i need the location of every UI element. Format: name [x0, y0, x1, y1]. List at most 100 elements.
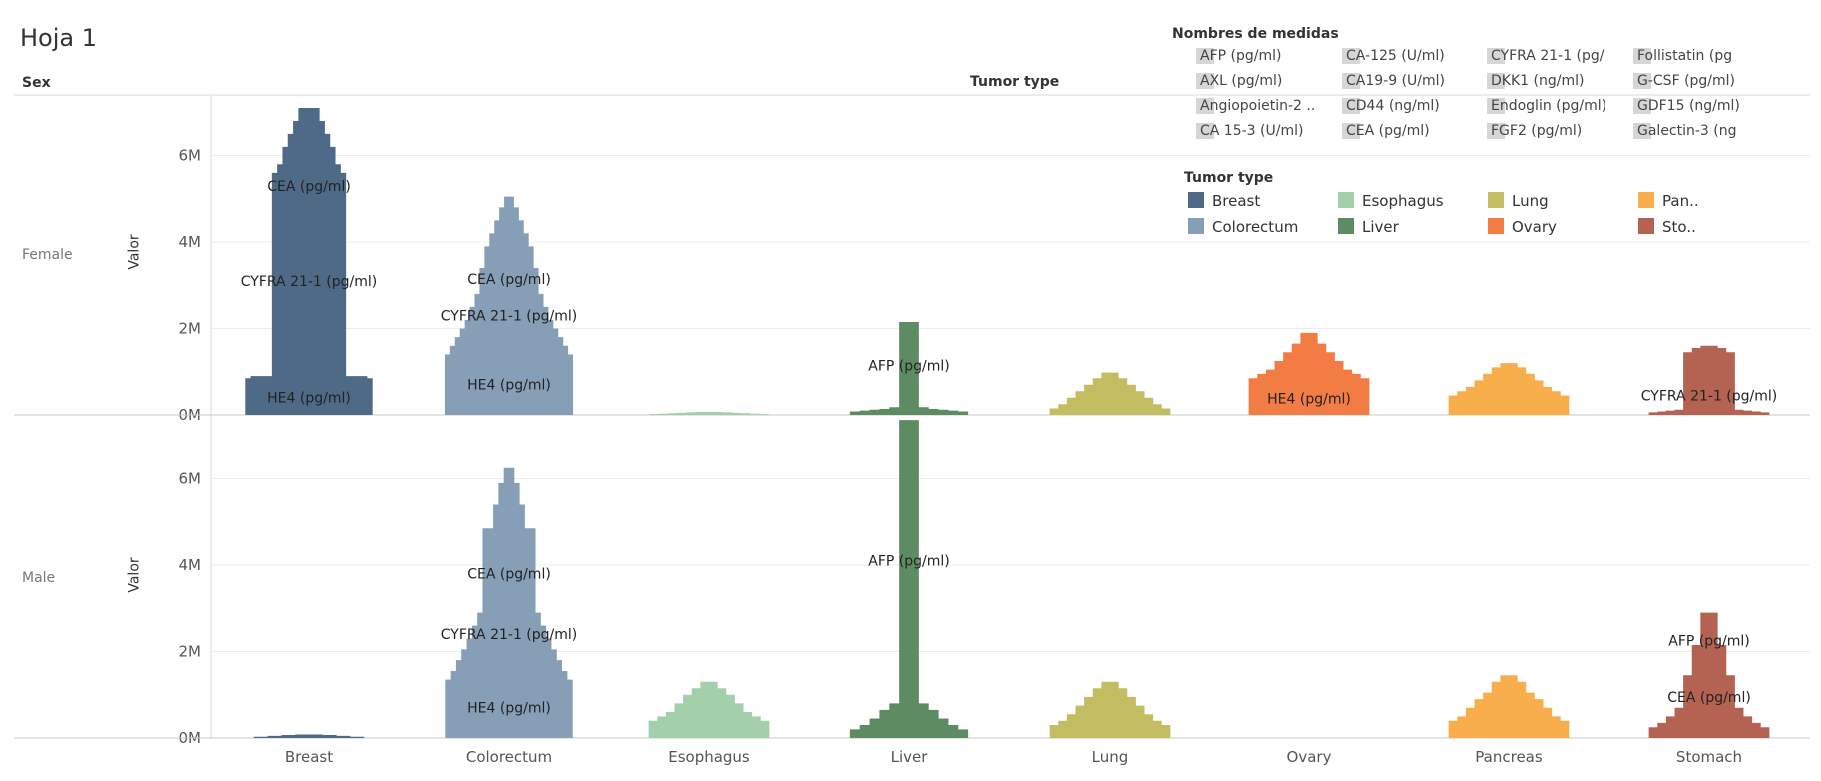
tumor-legend-label: Esophagus — [1362, 192, 1444, 210]
measure-legend-item[interactable]: DKK1 (ng/ml) — [1487, 73, 1605, 89]
measure-legend-label: DKK1 (ng/ml) — [1491, 73, 1585, 89]
measure-legend-item[interactable]: CYFRA 21-1 (pg/.. — [1487, 48, 1605, 64]
mark-label: CEA (pg/ml) — [267, 179, 351, 195]
columns-header-label: Tumor type — [970, 74, 1060, 90]
tumor-legend-item[interactable]: Colorectum — [1188, 218, 1298, 236]
measure-swatch — [1487, 73, 1505, 89]
y-tick-label: 6M — [179, 470, 202, 488]
area-lung — [1041, 681, 1179, 738]
tumor-swatch — [1338, 192, 1354, 208]
mark-label: CYFRA 21-1 (pg/ml) — [441, 627, 578, 643]
x-tick-label: Colorectum — [466, 748, 552, 766]
measure-swatch — [1196, 123, 1214, 139]
area-ovary — [1240, 332, 1378, 415]
measure-legend-item[interactable]: CA 15-3 (U/ml) — [1196, 123, 1314, 139]
measure-legend-label: G-CSF (pg/ml) — [1637, 73, 1736, 89]
tumor-legend-item[interactable]: Breast — [1188, 192, 1260, 210]
measure-legend-label: Angiopoietin-2 .. — [1200, 98, 1314, 114]
measure-legend-item[interactable]: CEA (pg/ml) — [1342, 123, 1460, 139]
area-liver — [840, 420, 978, 738]
mark-label: AFP (pg/ml) — [868, 358, 949, 374]
measure-swatch — [1487, 98, 1505, 114]
mark-label: CYFRA 21-1 (pg/ml) — [241, 274, 378, 290]
tumor-legend-label: Lung — [1512, 192, 1549, 210]
measure-legend-item[interactable]: Angiopoietin-2 .. — [1196, 98, 1314, 114]
tumor-legend-item[interactable]: Liver — [1338, 218, 1399, 236]
mark-label: CEA (pg/ml) — [467, 567, 551, 583]
row-label-male: Male — [22, 570, 56, 586]
area-liver — [840, 322, 978, 415]
tumor-legend-item[interactable]: Lung — [1488, 192, 1549, 210]
tumor-swatch — [1488, 218, 1504, 234]
measure-legend-item[interactable]: Galectin-3 (ng — [1633, 123, 1751, 139]
measure-swatch — [1633, 123, 1651, 139]
measure-legend-item[interactable]: Endoglin (pg/ml) — [1487, 98, 1605, 114]
measure-legend-item[interactable]: AFP (pg/ml) — [1196, 48, 1314, 64]
measure-names-legend-title: Nombres de medidas — [1172, 26, 1339, 42]
area-pancreas — [1440, 363, 1578, 415]
area-lung — [1041, 372, 1179, 415]
x-tick-label: Pancreas — [1475, 748, 1543, 766]
measure-legend-item[interactable]: FGF2 (pg/ml) — [1487, 123, 1605, 139]
area-esophagus — [640, 681, 778, 738]
mark-label: CYFRA 21-1 (pg/ml) — [441, 309, 578, 325]
tumor-swatch — [1488, 192, 1504, 208]
measure-legend-label: CA-125 (U/ml) — [1346, 48, 1445, 64]
tumor-type-legend-title: Tumor type — [1184, 170, 1274, 186]
tumor-swatch — [1188, 192, 1204, 208]
mark-label: CEA (pg/ml) — [467, 272, 551, 288]
x-tick-label: Esophagus — [668, 748, 750, 766]
y-tick-label: 4M — [179, 233, 202, 251]
measure-swatch — [1342, 73, 1360, 89]
tumor-legend-label: Sto.. — [1662, 218, 1696, 236]
measure-swatch — [1196, 73, 1214, 89]
tumor-legend-item[interactable]: Pan.. — [1638, 192, 1699, 210]
mark-label: CEA (pg/ml) — [1667, 690, 1751, 706]
mark-label: AFP (pg/ml) — [868, 554, 949, 570]
measure-legend-item[interactable]: CD44 (ng/ml) — [1342, 98, 1460, 114]
measure-legend-label: Galectin-3 (ng — [1637, 123, 1737, 139]
rows-header-label: Sex — [22, 75, 51, 91]
tumor-legend-item[interactable]: Sto.. — [1638, 218, 1696, 236]
tumor-legend-label: Breast — [1212, 192, 1261, 210]
tumor-legend-item[interactable]: Esophagus — [1338, 192, 1444, 210]
tumor-legend-label: Ovary — [1512, 218, 1557, 236]
measure-swatch — [1196, 48, 1214, 64]
measure-swatch — [1342, 123, 1360, 139]
measure-legend-label: FGF2 (pg/ml) — [1491, 123, 1583, 139]
measure-legend-label: Follistatin (pg — [1637, 48, 1733, 64]
measure-legend-item[interactable]: Follistatin (pg — [1633, 48, 1751, 64]
measure-swatch — [1633, 73, 1651, 89]
measure-swatch — [1342, 98, 1360, 114]
area-pancreas — [1440, 675, 1578, 738]
row-label-female: Female — [22, 247, 73, 263]
tumor-swatch — [1338, 218, 1354, 234]
y-tick-label: 4M — [179, 556, 202, 574]
measure-legend-item[interactable]: G-CSF (pg/ml) — [1633, 73, 1751, 89]
area-stomach — [1640, 345, 1778, 415]
area-colorectum — [440, 196, 578, 415]
measure-legend-label: GDF15 (ng/ml) — [1637, 98, 1740, 114]
measure-swatch — [1633, 98, 1651, 114]
tumor-swatch — [1638, 218, 1654, 234]
measure-legend-label: CYFRA 21-1 (pg/.. — [1491, 48, 1605, 64]
measure-legend-item[interactable]: GDF15 (ng/ml) — [1633, 98, 1751, 114]
measure-legend-label: CD44 (ng/ml) — [1346, 98, 1440, 114]
measure-legend-label: AXL (pg/ml) — [1200, 73, 1283, 89]
measure-legend-label: Endoglin (pg/ml) — [1491, 98, 1605, 114]
x-tick-label: Breast — [285, 748, 333, 766]
tumor-legend-label: Liver — [1362, 218, 1399, 236]
measure-legend-item[interactable]: CA19-9 (U/ml) — [1342, 73, 1460, 89]
measure-legend-label: CEA (pg/ml) — [1346, 123, 1430, 139]
area-esophagus — [640, 411, 778, 415]
measure-legend-item[interactable]: AXL (pg/ml) — [1196, 73, 1314, 89]
mark-label: HE4 (pg/ml) — [467, 378, 551, 394]
measure-legend-label: CA19-9 (U/ml) — [1346, 73, 1445, 89]
mark-label: HE4 (pg/ml) — [267, 391, 351, 407]
tumor-legend-item[interactable]: Ovary — [1488, 218, 1557, 236]
area-breast — [240, 107, 378, 416]
sheet-title: Hoja 1 — [20, 24, 98, 52]
measure-legend-item[interactable]: CA-125 (U/ml) — [1342, 48, 1460, 64]
measure-swatch — [1633, 48, 1651, 64]
mark-label: AFP (pg/ml) — [1668, 634, 1749, 650]
